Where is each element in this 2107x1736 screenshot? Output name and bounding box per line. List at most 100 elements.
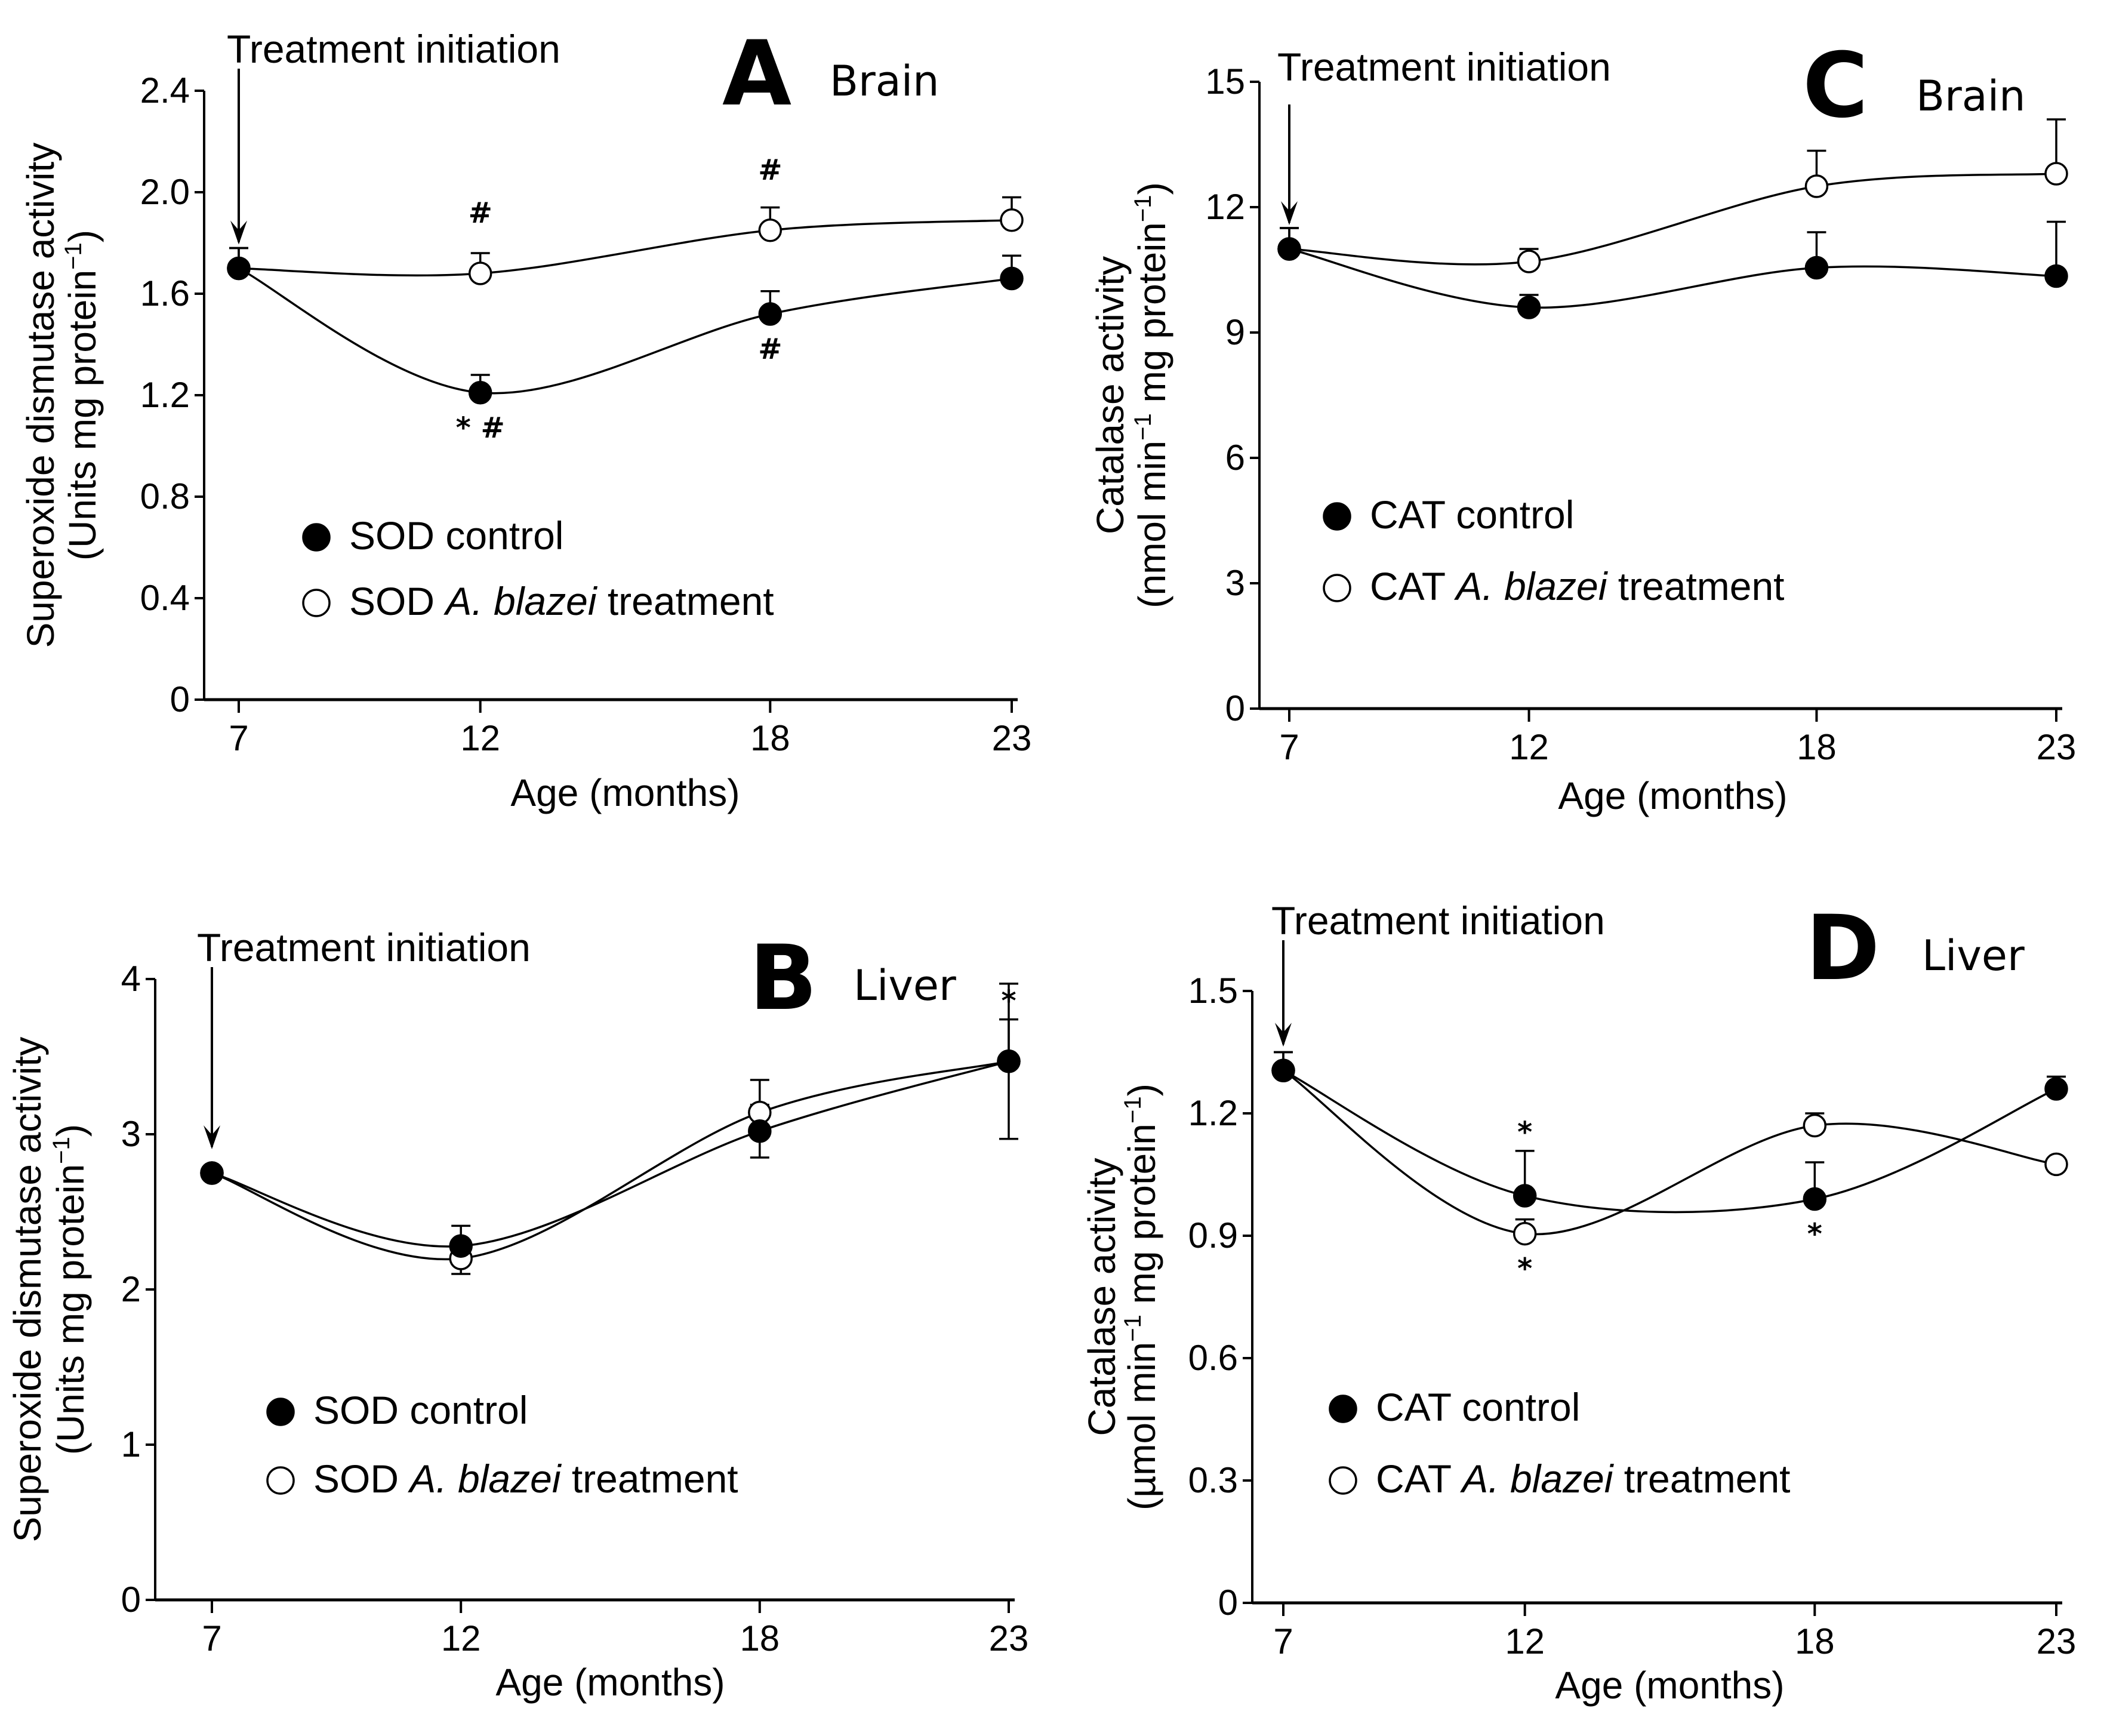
data-point-open <box>2044 162 2068 186</box>
data-point-filled <box>227 256 251 281</box>
y-tick-label: 2.0 <box>140 172 190 212</box>
series-line-open <box>211 1060 1009 1261</box>
legend-label: CAT A. blazei treatment <box>1370 564 1785 608</box>
y-tick-label: 3 <box>1225 563 1245 603</box>
data-point-filled <box>1277 237 1301 261</box>
y-axis-title-superscript: −1 <box>1130 195 1156 223</box>
data-point-open <box>758 218 783 242</box>
data-point-filled <box>758 302 783 326</box>
y-tick-label: 9 <box>1225 312 1245 352</box>
y-tick-label: 4 <box>121 959 141 999</box>
y-tick-label: 1.5 <box>1188 971 1238 1011</box>
y-axis-title-line2: (µmol min−1 mg protein−1) <box>1120 1084 1163 1510</box>
arrowhead-icon <box>204 1125 220 1149</box>
series-line-filled <box>1289 248 2057 309</box>
y-tick-label: 0.3 <box>1188 1460 1238 1500</box>
y-tick-label: 0.8 <box>140 476 190 516</box>
data-point-open <box>1804 174 1829 198</box>
series-line-filled <box>238 267 1012 395</box>
y-axis-title-unit: (µmol min <box>1120 1342 1163 1510</box>
y-axis-title-line1: Superoxide dismutase activity <box>19 143 62 648</box>
y-axis-title-line1: Superoxide dismutase activity <box>6 1037 49 1543</box>
data-point-filled <box>1803 1187 1827 1211</box>
significance-marker: # <box>758 153 782 187</box>
legend-label-suffix: control <box>399 1388 528 1432</box>
data-point-open <box>2044 1152 2068 1177</box>
x-tick-label: 12 <box>460 718 500 758</box>
panel-a-brain-sod: 0 0.4 0.8 1.2 1.6 2.0 2.4 7 12 18 23 Age (months) Su… <box>19 22 1031 814</box>
data-point-filled <box>1000 266 1024 291</box>
y-axis-title-line2: (Units mg protein−1) <box>60 230 104 561</box>
legend-label-species: A. blazei <box>1459 1457 1614 1501</box>
legend-label-prefix: CAT <box>1370 564 1456 608</box>
x-tick-label: 23 <box>2037 1621 2077 1661</box>
legend-label: SOD A. blazei treatment <box>313 1457 738 1501</box>
legend-label: CAT control <box>1376 1385 1580 1429</box>
tissue-label: Liver <box>854 961 956 1010</box>
series-line-filled <box>211 1060 1009 1248</box>
y-axis-title-superscript: −1 <box>1120 1096 1146 1124</box>
arrowhead-icon <box>230 220 247 245</box>
legend-label-prefix: SOD <box>313 1388 399 1432</box>
x-axis-title: Age (months) <box>1555 1664 1784 1707</box>
data-point-filled <box>1271 1058 1295 1082</box>
y-axis-title-unit-mid: mg protein <box>1130 222 1173 413</box>
y-axis-title-line2: (nmol min−1 mg protein−1) <box>1130 182 1173 608</box>
y-tick-label: 0.6 <box>1188 1338 1238 1378</box>
legend-label-suffix: treatment <box>1613 1457 1790 1501</box>
significance-marker: * <box>1517 1116 1532 1149</box>
legend-label-suffix: treatment <box>561 1457 738 1501</box>
legend-label-prefix: SOD <box>313 1457 409 1501</box>
y-axis-title-unit: (Units mg protein <box>49 1164 92 1455</box>
significance-marker: * # <box>456 411 505 445</box>
y-axis-title-close: ) <box>49 1124 92 1137</box>
legend-label: SOD control <box>349 513 563 558</box>
legend-label-suffix: control <box>1445 493 1574 537</box>
legend-marker-filled <box>1323 502 1351 531</box>
significance-marker: * <box>1807 1218 1822 1251</box>
legend-label-species: A. blazei <box>443 579 597 623</box>
y-tick-label: 6 <box>1225 438 1245 478</box>
data-point-filled <box>2044 1077 2068 1101</box>
y-axis-title-superscript: −1 <box>1120 1315 1146 1342</box>
significance-marker: # <box>469 196 492 230</box>
legend-label-species: A. blazei <box>407 1457 562 1501</box>
data-point-open <box>1517 250 1541 273</box>
legend-label-suffix: control <box>435 513 563 558</box>
y-tick-label: 2.4 <box>140 70 190 110</box>
y-tick-label: 2 <box>121 1269 141 1309</box>
legend-marker-filled <box>302 523 331 552</box>
data-point-filled <box>1804 256 1829 280</box>
treatment-initiation-label: Treatment initiation <box>1277 45 1611 89</box>
legend-marker-filled <box>1329 1395 1357 1423</box>
y-axis-title-line1: Catalase activity <box>1089 256 1132 534</box>
y-axis-title-superscript: −1 <box>1130 413 1156 441</box>
legend-marker-filled <box>266 1398 295 1426</box>
y-tick-label: 1.2 <box>1188 1093 1238 1133</box>
treatment-initiation-label: Treatment initiation <box>227 27 560 71</box>
y-tick-label: 0.9 <box>1188 1215 1238 1255</box>
tissue-label: Brain <box>1916 72 2026 121</box>
legend-label-prefix: CAT <box>1376 1385 1451 1429</box>
y-tick-label: 0.4 <box>140 578 190 618</box>
panel-letter: B <box>749 927 817 1030</box>
y-tick-label: 3 <box>121 1114 141 1154</box>
data-point-filled <box>2044 264 2068 288</box>
x-tick-label: 18 <box>1797 727 1837 767</box>
x-tick-label: 7 <box>229 718 248 758</box>
x-axis-title: Age (months) <box>510 771 740 814</box>
treatment-initiation-label: Treatment initiation <box>1271 898 1605 943</box>
legend-label: CAT A. blazei treatment <box>1376 1457 1791 1501</box>
treatment-initiation-label: Treatment initiation <box>197 925 531 969</box>
data-point-filled <box>748 1119 772 1143</box>
y-tick-label: 1.2 <box>140 375 190 415</box>
data-point-filled <box>200 1161 224 1185</box>
data-point-filled <box>468 381 492 405</box>
arrowhead-icon <box>1281 201 1298 225</box>
legend-label-prefix: CAT <box>1370 493 1445 537</box>
data-point-open <box>1000 208 1024 232</box>
y-tick-label: 15 <box>1205 61 1245 101</box>
y-axis-title-unit-mid: mg protein <box>1120 1124 1163 1315</box>
y-axis-title-superscript: −1 <box>60 242 87 270</box>
y-tick-label: 1 <box>121 1424 141 1464</box>
